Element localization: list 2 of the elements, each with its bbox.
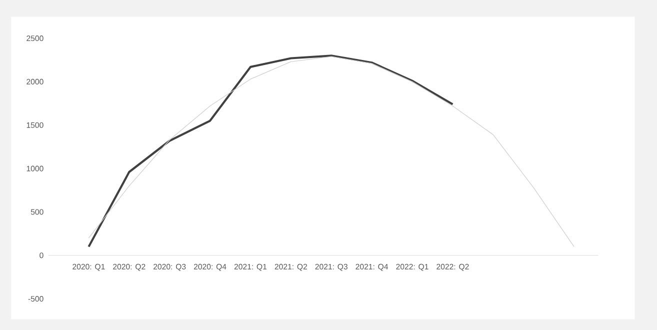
line-series (88, 56, 574, 247)
line-series (88, 54, 454, 248)
